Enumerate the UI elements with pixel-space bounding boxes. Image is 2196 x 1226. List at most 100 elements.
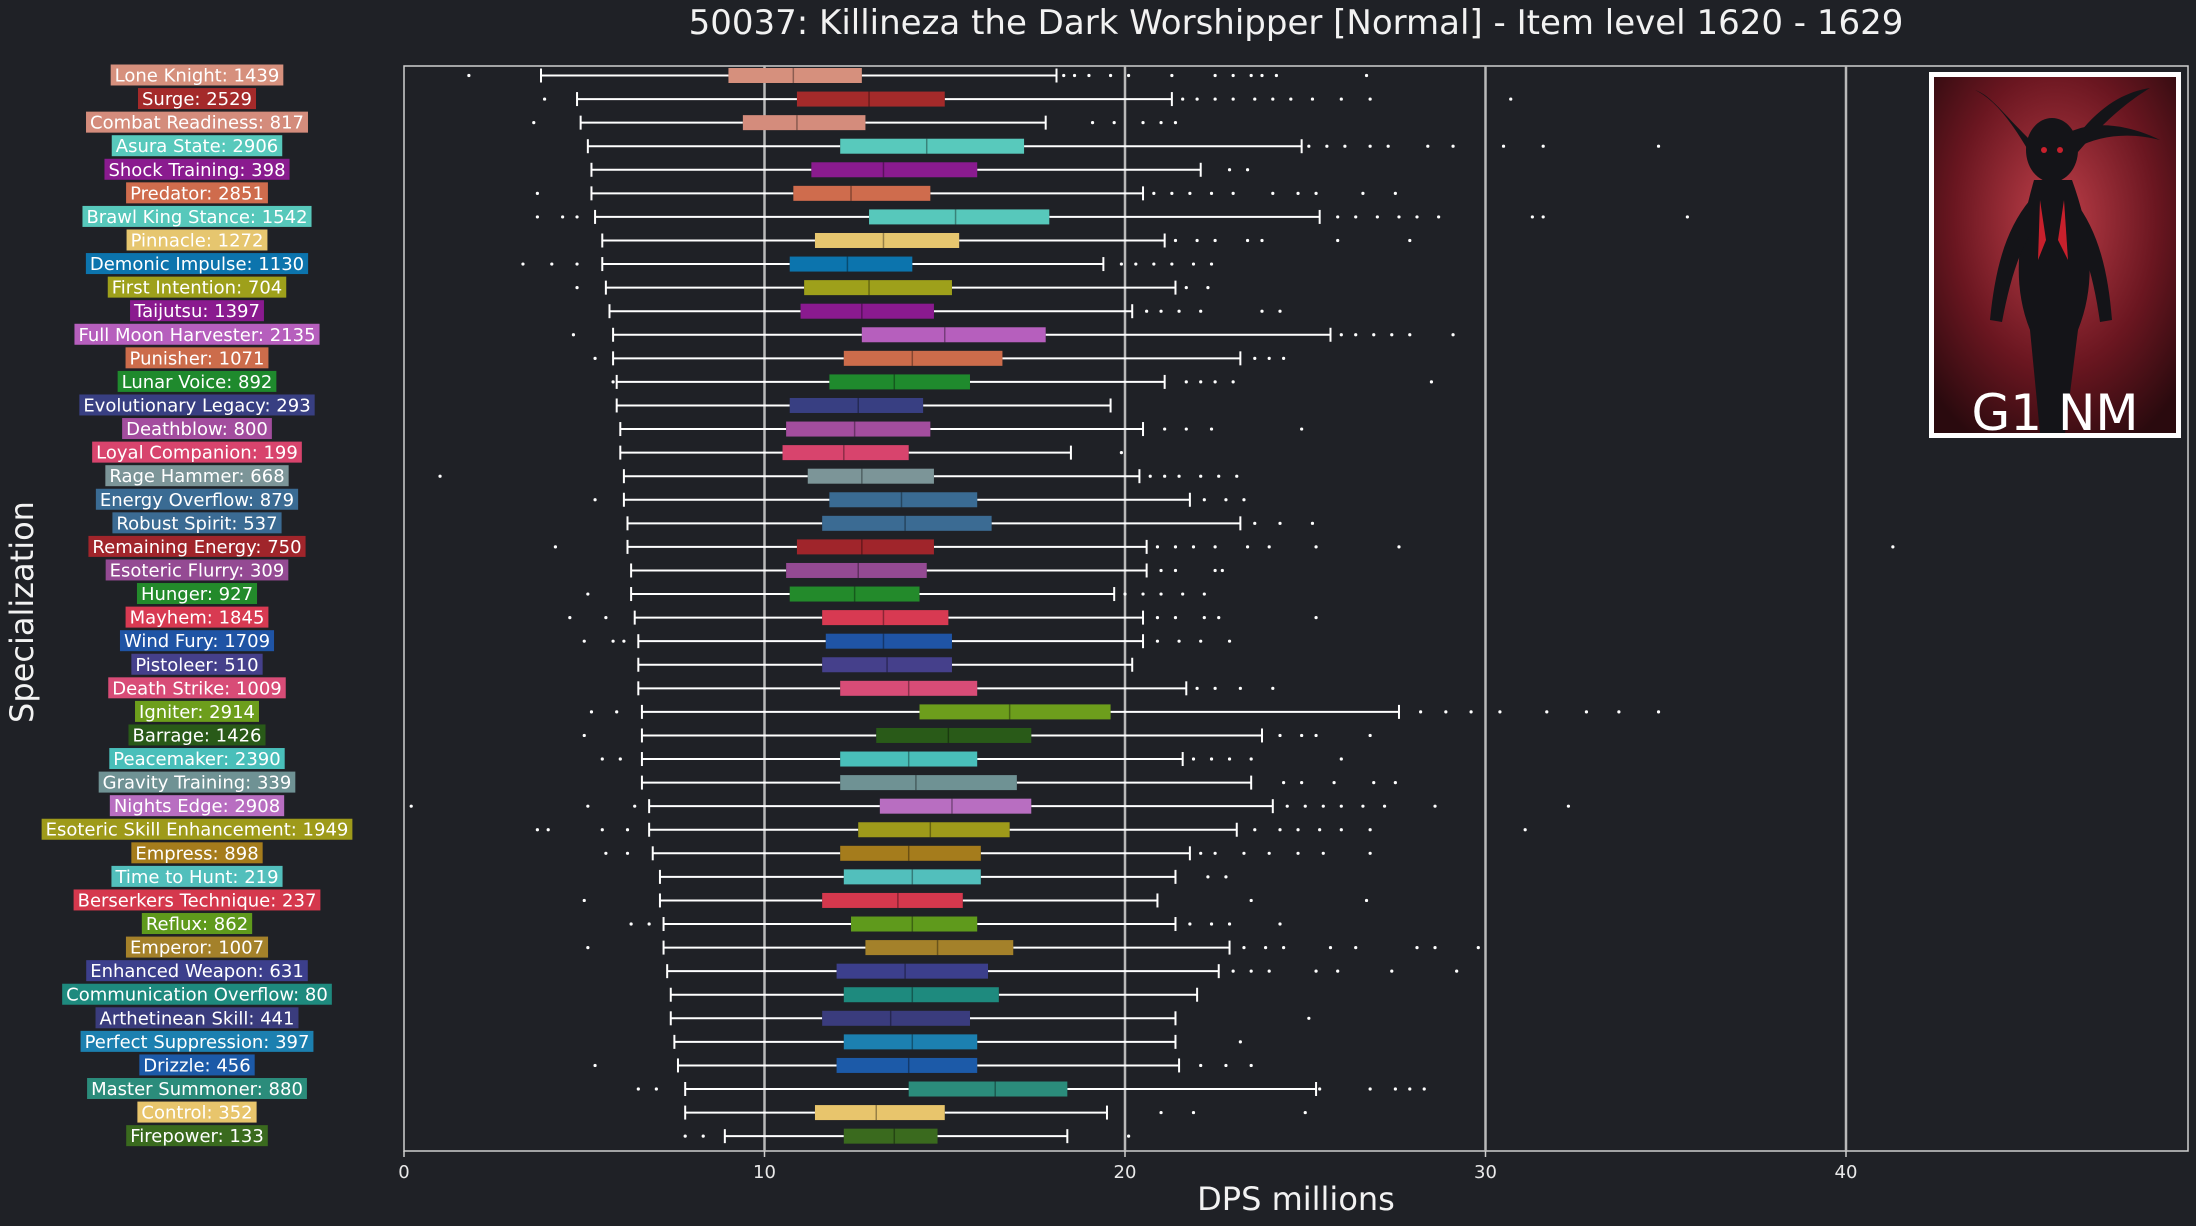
- outlier-point: [1159, 1110, 1163, 1115]
- outlier-point: [1271, 191, 1275, 195]
- outlier-point: [1415, 945, 1419, 950]
- iqr-box: [822, 657, 952, 673]
- outlier-point: [1119, 451, 1123, 455]
- outlier-point: [1408, 333, 1412, 337]
- outlier-point: [1426, 144, 1430, 148]
- outlier-point: [1213, 73, 1217, 78]
- outlier-point: [1501, 144, 1506, 148]
- category-label: Taijutsu: 1397: [130, 300, 264, 322]
- category-label: Firepower: 133: [126, 1125, 268, 1147]
- outlier-point: [1274, 73, 1279, 78]
- category-label-bg: [110, 64, 284, 86]
- category-label-bg: [137, 1101, 257, 1123]
- category-label: Igniter: 2914: [135, 700, 259, 723]
- outlier-point: [604, 851, 608, 855]
- category-label-text: Taijutsu: 1397: [133, 301, 260, 322]
- iqr-box: [843, 869, 981, 885]
- outlier-point: [1336, 215, 1340, 219]
- outlier-point: [1227, 639, 1232, 643]
- outlier-point: [1303, 804, 1307, 808]
- category-label-bg: [141, 913, 253, 935]
- outlier-point: [1199, 309, 1203, 313]
- outlier-point: [1087, 73, 1091, 78]
- iqr-box: [843, 1128, 938, 1144]
- category-label-bg: [107, 276, 287, 298]
- outlier-point: [1433, 945, 1437, 950]
- category-label-text: Gravity Training: 339: [103, 773, 292, 794]
- outlier-point: [521, 262, 525, 266]
- category-label-text: Combat Readiness: 817: [90, 113, 304, 134]
- category-label-text: Empress: 898: [135, 843, 258, 864]
- outlier-point: [1397, 215, 1401, 219]
- outlier-point: [1364, 73, 1369, 78]
- outlier-point: [1656, 144, 1661, 148]
- outlier-point: [1209, 191, 1214, 195]
- iqr-box: [786, 421, 931, 437]
- iqr-box: [800, 303, 934, 319]
- category-label: Pinnacle: 1272: [126, 229, 268, 251]
- category-label: Asura State: 2906: [111, 135, 283, 157]
- outlier-point: [1530, 215, 1534, 219]
- category-label-bg: [86, 960, 308, 982]
- outlier-point: [1296, 191, 1300, 195]
- outlier-point: [546, 828, 550, 832]
- box-row: [586, 586, 1206, 602]
- box-row: [601, 232, 1412, 248]
- category-label: Punisher: 1071: [125, 347, 269, 369]
- outlier-point: [1336, 969, 1340, 973]
- iqr-box: [822, 515, 992, 531]
- box-row: [683, 1128, 1131, 1144]
- box-row: [593, 1057, 1253, 1073]
- outlier-point: [1155, 545, 1160, 549]
- outlier-point: [1408, 1087, 1412, 1091]
- outlier-point: [1386, 144, 1390, 148]
- plot-area: [403, 65, 2189, 1152]
- outlier-point: [1415, 215, 1419, 219]
- category-label-text: Emperor: 1007: [130, 938, 264, 959]
- category-label: Predator: 2851: [126, 182, 268, 204]
- outlier-point: [1455, 969, 1459, 973]
- outlier-point: [1318, 828, 1322, 832]
- category-label: Berserkers Technique: 237: [73, 889, 321, 911]
- outlier-point: [611, 380, 615, 384]
- outlier-point: [1181, 97, 1185, 101]
- box-row: [666, 963, 1459, 979]
- outlier-point: [1199, 851, 1203, 855]
- outlier-point: [1451, 333, 1455, 337]
- category-label-bg: [85, 253, 309, 275]
- iqr-box: [822, 1010, 970, 1026]
- category-label-text: Rage Hammer: 668: [109, 466, 284, 487]
- outlier-point: [600, 828, 604, 832]
- category-label-bg: [125, 606, 269, 628]
- outlier-point: [1278, 309, 1282, 313]
- category-label-bg: [125, 347, 269, 369]
- category-label-bg: [80, 1030, 314, 1052]
- outlier-point: [1419, 710, 1423, 714]
- outlier-point: [1213, 851, 1217, 855]
- outlier-point: [1191, 1110, 1196, 1115]
- x-axis-ticks: 0 10 20 30 40: [398, 1151, 1857, 1183]
- outlier-point: [1451, 144, 1455, 148]
- outlier-point: [1245, 545, 1250, 549]
- outlier-point: [1195, 97, 1199, 101]
- outlier-point: [1127, 73, 1131, 78]
- outlier-point: [1321, 804, 1325, 808]
- outlier-point: [1372, 781, 1376, 785]
- category-label-bg: [111, 865, 283, 887]
- outlier-point: [1108, 73, 1113, 78]
- category-label: Emperor: 1007: [125, 936, 269, 959]
- outlier-point: [1231, 969, 1235, 973]
- outlier-point: [1408, 238, 1412, 243]
- outlier-point: [1163, 474, 1167, 478]
- box-row: [586, 940, 1480, 956]
- iqr-box: [876, 727, 1032, 743]
- category-label: Arthetinean Skill: 441: [95, 1007, 299, 1029]
- outlier-point: [1343, 144, 1347, 148]
- outlier-point: [1177, 474, 1181, 478]
- outlier-point: [1209, 262, 1214, 266]
- outlier-point: [1170, 73, 1174, 78]
- outlier-point: [1188, 191, 1192, 195]
- box-row: [553, 539, 1895, 555]
- outlier-point: [1159, 121, 1163, 125]
- category-label-text: Enhanced Weapon: 631: [90, 961, 304, 982]
